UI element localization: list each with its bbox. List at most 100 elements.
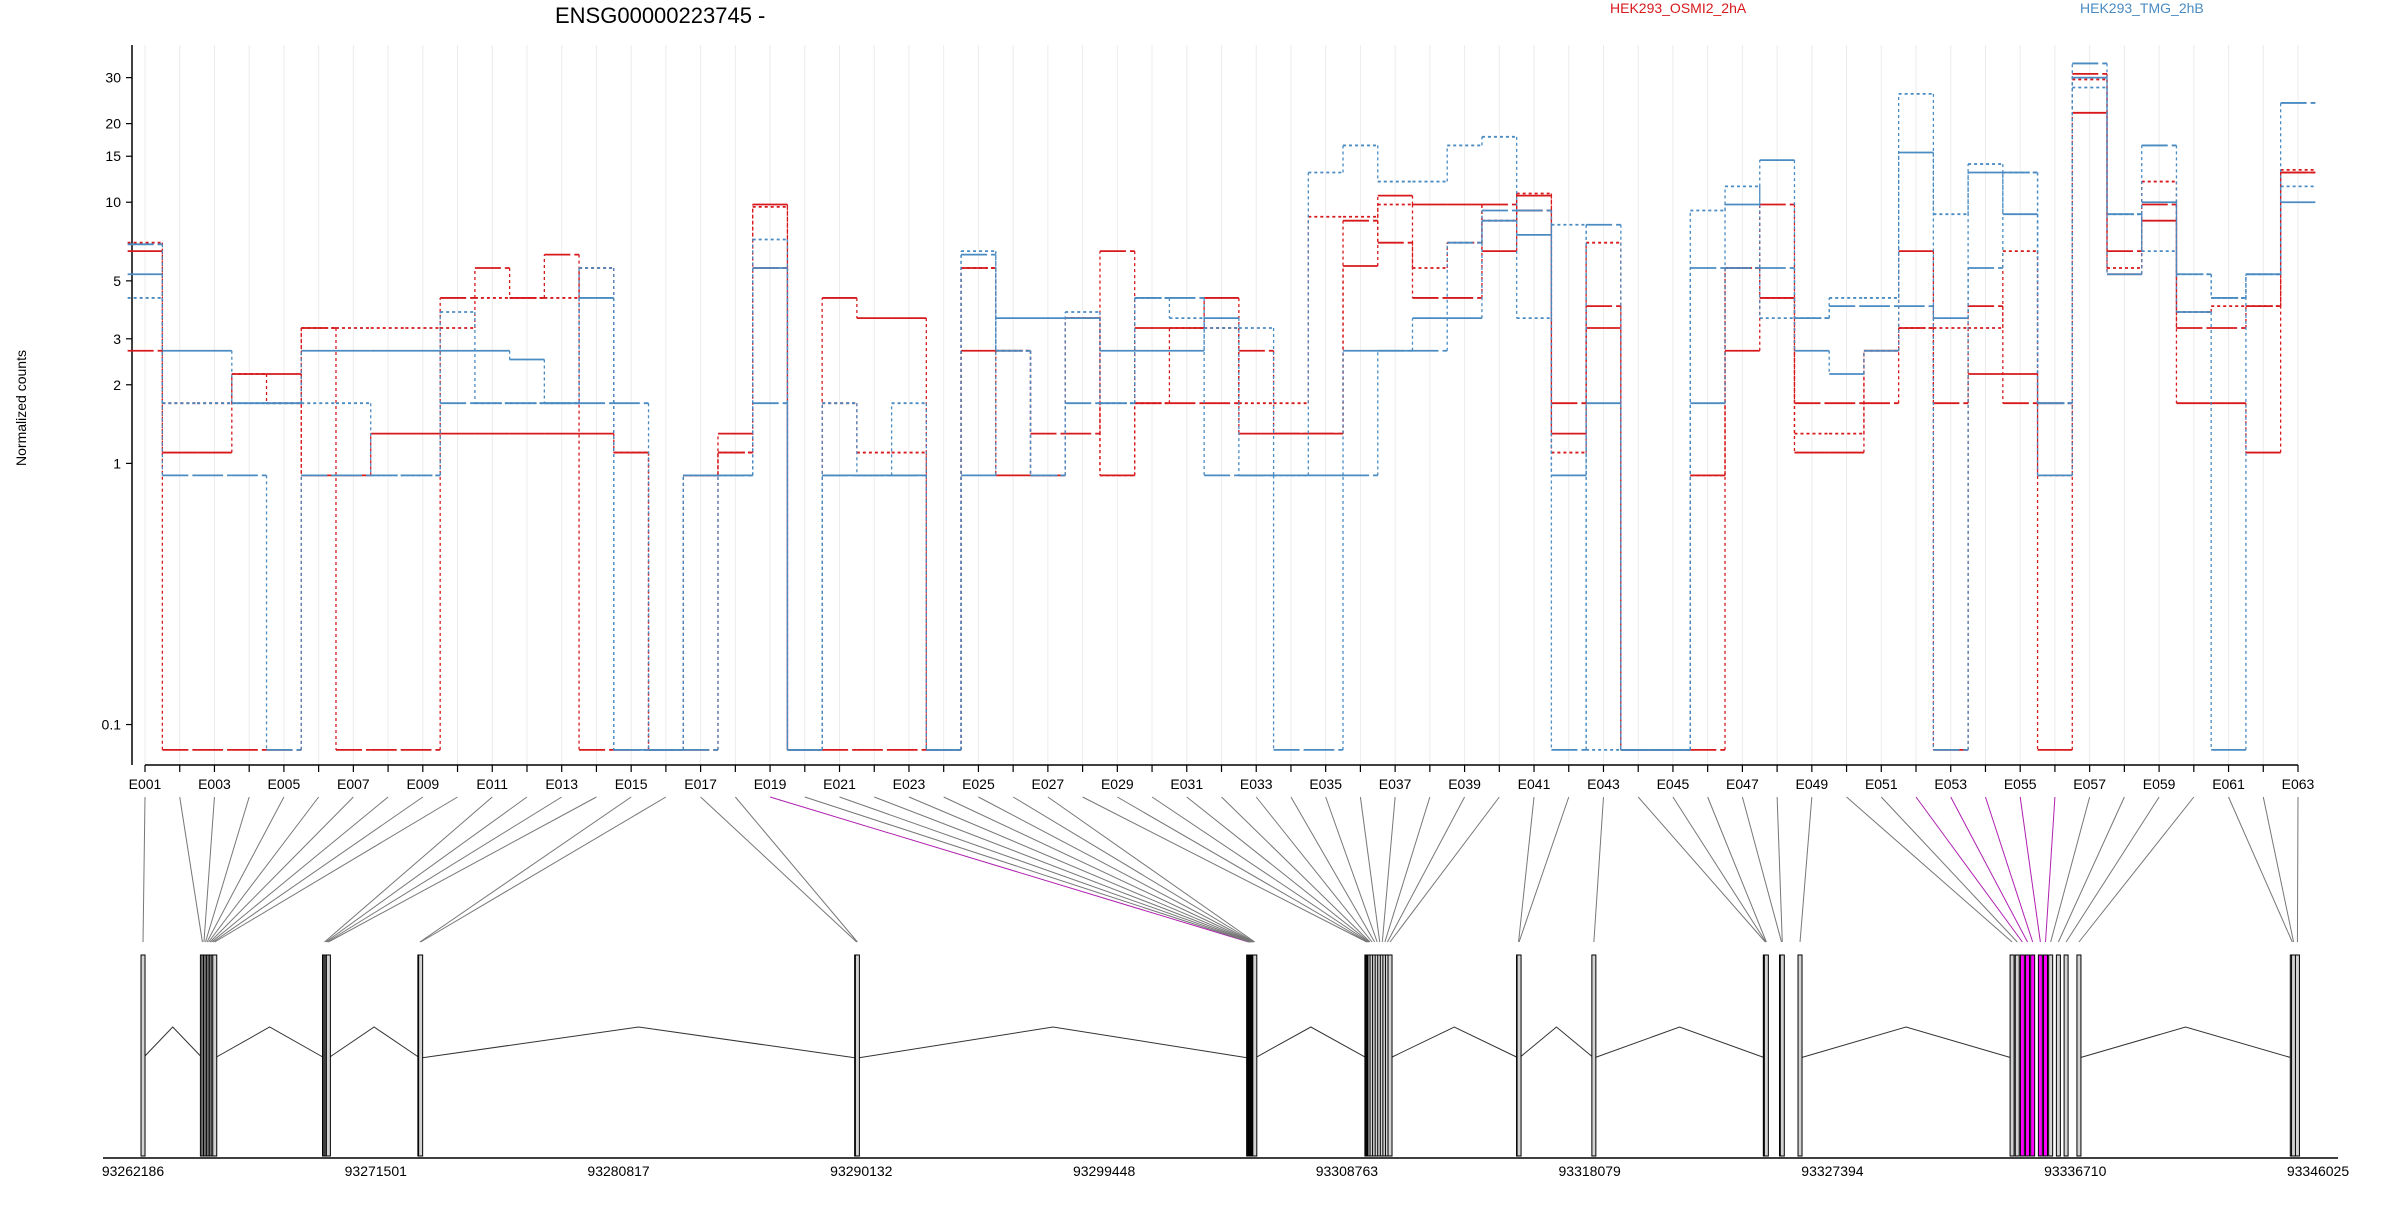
x-tick-label: E063: [2282, 776, 2315, 792]
exon-connector: [210, 797, 353, 942]
x-tick-label: E061: [2212, 776, 2245, 792]
exon-connector: [1638, 797, 1765, 942]
intron: [1390, 1027, 1519, 1058]
genomic-tick-label: 93299448: [1073, 1163, 1136, 1179]
y-tick-labels: 0.1123510152030: [102, 70, 132, 733]
exon-block: [2064, 955, 2068, 1156]
y-tick-label: 1: [113, 455, 121, 471]
x-tick-label: E053: [1934, 776, 1967, 792]
genomic-tick-label: 93290132: [830, 1163, 893, 1179]
exon-block: [2077, 955, 2081, 1156]
genomic-tick-label: 93308763: [1316, 1163, 1379, 1179]
exon-connector: [909, 797, 1252, 942]
exon-block: [2038, 955, 2042, 1156]
genomic-tick-label: 93271501: [345, 1163, 408, 1179]
x-tick-label: E051: [1865, 776, 1898, 792]
genomic-coordinate-labels: 93262186 93271501 93280817 93290132 93299448…: [102, 1163, 2350, 1179]
exon-block: [1780, 955, 1784, 1156]
exon-connector: [326, 797, 527, 942]
exon-connector-lines: [143, 797, 2298, 942]
x-tick-label: E023: [893, 776, 926, 792]
x-tick-label: E011: [476, 776, 508, 792]
genomic-tick-label: 93280817: [587, 1163, 650, 1179]
exon-connector: [1881, 797, 2017, 942]
x-tick-label: E025: [962, 776, 995, 792]
exon-block: [213, 955, 217, 1156]
y-tick-label: 0.1: [102, 717, 122, 733]
intron: [1519, 1027, 1594, 1058]
exon-connector: [874, 797, 1251, 942]
genomic-tick-label: 93327394: [1801, 1163, 1864, 1179]
x-tick-label: E003: [198, 776, 231, 792]
x-tick-labels: E001 E003 E005 E007 E009 E011 E013 E015 E017 E019…: [129, 765, 2315, 792]
x-tick-label: E035: [1309, 776, 1342, 792]
legend-entry-tmg: HEK293_TMG_2hB: [2080, 0, 2204, 16]
exon-connector: [2051, 797, 2090, 942]
y-tick-label: 10: [105, 194, 121, 210]
x-tick-label: E021: [823, 776, 856, 792]
exon-block: [2010, 955, 2014, 1156]
exon-connector: [1708, 797, 1767, 942]
exon-connector: [840, 797, 1251, 942]
exon-connector: [213, 797, 423, 942]
y-tick-label: 2: [113, 377, 121, 393]
intron: [857, 1027, 1248, 1058]
exon-block: [2015, 955, 2019, 1156]
x-tick-label: E039: [1448, 776, 1481, 792]
exon-block: [1517, 955, 1521, 1156]
exon-connector: [978, 797, 1253, 942]
x-tick-label: E013: [545, 776, 578, 792]
x-tick-label: E001: [129, 776, 162, 792]
exon-connector: [328, 797, 596, 942]
intron: [421, 1027, 857, 1058]
x-tick-label: E059: [2143, 776, 2176, 792]
exon-connector: [1777, 797, 1782, 942]
exon-connector: [2297, 797, 2298, 942]
exon-connector: [1985, 797, 2032, 942]
exon-connector: [770, 797, 1249, 942]
genomic-tick-label: 93336710: [2044, 1163, 2107, 1179]
exon-connector: [1117, 797, 1367, 942]
exon-connector: [1800, 797, 1812, 942]
exon-block: [2031, 955, 2035, 1156]
x-tick-label: E055: [2004, 776, 2037, 792]
x-tick-label: E027: [1032, 776, 1065, 792]
exon-block: [2049, 955, 2053, 1156]
intron: [2079, 1027, 2292, 1058]
x-tick-label: E019: [754, 776, 787, 792]
exon-connector: [1013, 797, 1254, 942]
y-tick-label: 5: [113, 273, 121, 289]
x-tick-label: E045: [1657, 776, 1690, 792]
exon-block: [2020, 955, 2024, 1156]
exon-block: [855, 955, 859, 1156]
exon-connector: [1387, 797, 1464, 942]
exon-connector: [1222, 797, 1370, 942]
x-tick-label: E007: [337, 776, 370, 792]
exon-connector: [805, 797, 1250, 942]
legend-entry-osmi2: HEK293_OSMI2_2hA: [1610, 0, 1747, 16]
exon-connector: [420, 797, 631, 942]
y-tick-label: 3: [113, 331, 121, 347]
exon-connector: [2066, 797, 2159, 942]
exon-connector: [1742, 797, 1781, 942]
exon-connector: [325, 797, 493, 942]
exon-block: [1388, 955, 1392, 1156]
y-tick-label: 30: [105, 70, 121, 86]
exon-block: [2044, 955, 2048, 1156]
chart-title: ENSG00000223745 -: [555, 3, 765, 28]
intron: [1255, 1027, 1367, 1058]
x-tick-label: E017: [684, 776, 717, 792]
exon-connector: [1256, 797, 1372, 942]
chart-axes: [132, 45, 2298, 765]
genomic-tick-label: 93262186: [102, 1163, 165, 1179]
intron: [328, 1027, 420, 1058]
exon-block: [1592, 955, 1596, 1156]
exon-connector: [1594, 797, 1604, 942]
exon-connector: [2020, 797, 2040, 942]
exon-block: [2026, 955, 2030, 1156]
y-tick-label: 15: [105, 148, 121, 164]
x-tick-label: E015: [615, 776, 648, 792]
genomic-tick-label: 93346025: [2287, 1163, 2350, 1179]
